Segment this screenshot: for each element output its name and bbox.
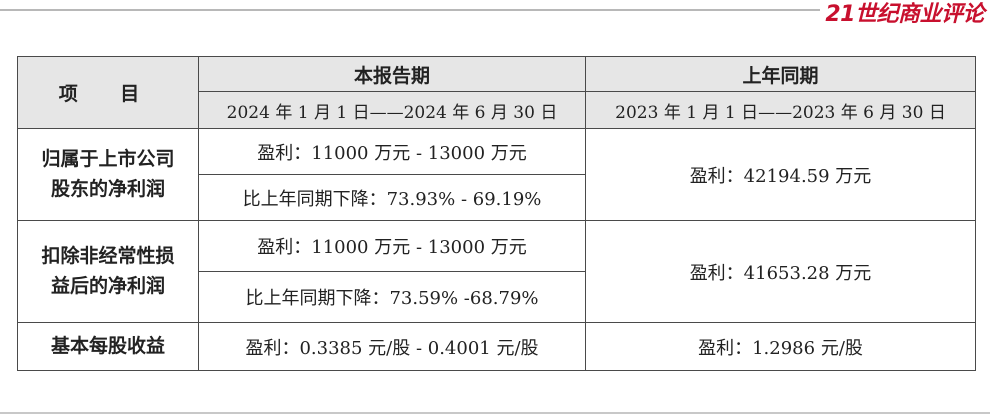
current-profit-cell: 盈利：11000 万元 - 13000 万元: [198, 128, 586, 175]
table-row: 比上年同期下降：73.59% -68.79%: [18, 271, 976, 323]
current-period-title: 本报告期: [198, 56, 586, 92]
current-change-cell: 比上年同期下降：73.93% - 69.19%: [198, 174, 586, 221]
table-row: 归属于上市公司 股东的净利润 盈利：11000 万元 - 13000 万元 盈利…: [17, 128, 976, 221]
prior-eps-cell: 盈利：1.2986 元/股: [585, 322, 976, 371]
header-row-ranges: 2024 年 1 月 1 日——2024 年 6 月 30 日 2023 年 1…: [18, 91, 976, 129]
header-row-titles: 项 目 本报告期 上年同期: [17, 56, 976, 129]
row-label-line: 股东的净利润: [50, 177, 165, 200]
bottom-divider: [0, 412, 990, 414]
earnings-forecast-table: 项 目 本报告期 上年同期 2024 年 1 月 1 日——2024 年 6 月…: [17, 56, 976, 371]
table-row: 比上年同期下降：73.93% - 69.19%: [18, 174, 976, 221]
item-header: 项 目: [17, 56, 199, 129]
prior-profit-cell: 盈利：42194.59 万元: [585, 128, 976, 221]
table-row: 基本每股收益 盈利：0.3385 元/股 - 0.4001 元/股 盈利：1.2…: [17, 322, 976, 371]
row-label-eps: 基本每股收益: [17, 322, 199, 371]
brand-logo: 21世纪商业评论: [825, 2, 984, 27]
row-label-deducted-net-profit: 扣除非经常性损 益后的净利润: [17, 220, 199, 323]
current-change-cell: 比上年同期下降：73.59% -68.79%: [198, 271, 586, 323]
row-label-net-profit: 归属于上市公司 股东的净利润: [17, 128, 199, 221]
top-divider: [0, 9, 820, 11]
current-profit-cell: 盈利：11000 万元 - 13000 万元: [198, 220, 586, 272]
prior-profit-cell: 盈利：41653.28 万元: [585, 220, 976, 323]
current-eps-cell: 盈利：0.3385 元/股 - 0.4001 元/股: [198, 322, 586, 371]
row-label-line: 扣除非经常性损: [41, 245, 175, 268]
current-period-range: 2024 年 1 月 1 日——2024 年 6 月 30 日: [198, 91, 586, 129]
prior-period-range: 2023 年 1 月 1 日——2023 年 6 月 30 日: [585, 91, 976, 129]
table-row: 扣除非经常性损 益后的净利润 盈利：11000 万元 - 13000 万元 盈利…: [17, 220, 976, 323]
row-label-line: 益后的净利润: [50, 274, 165, 297]
row-label-line: 归属于上市公司: [41, 148, 175, 171]
prior-period-title: 上年同期: [585, 56, 976, 92]
